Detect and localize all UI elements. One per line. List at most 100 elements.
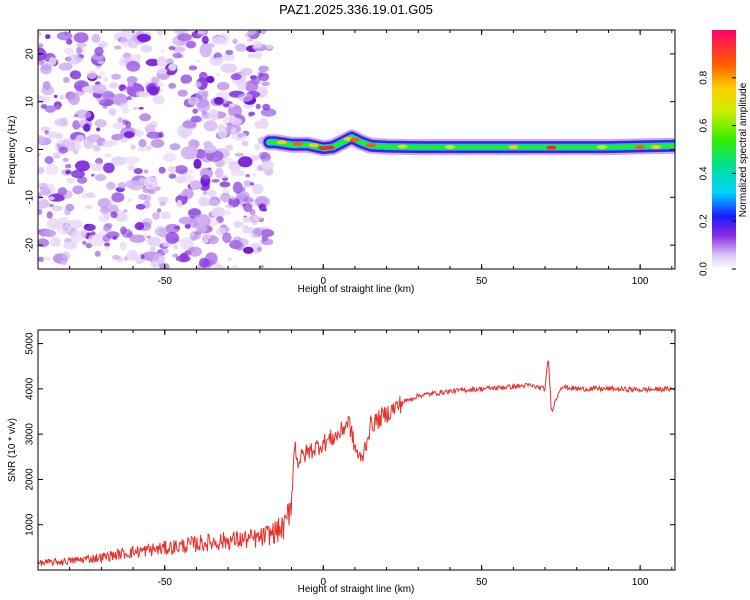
noise-blob xyxy=(138,138,147,148)
noise-blob xyxy=(48,203,54,208)
noise-blob xyxy=(146,235,151,239)
noise-blob xyxy=(240,187,246,192)
noise-blob xyxy=(156,56,168,68)
noise-blob xyxy=(102,234,111,243)
signal-hotspot xyxy=(508,145,519,150)
noise-blob xyxy=(70,230,83,243)
noise-blob xyxy=(38,135,46,145)
noise-blob xyxy=(65,170,71,174)
noise-blob xyxy=(249,182,255,186)
noise-blob xyxy=(154,226,167,237)
noise-blob xyxy=(174,225,181,230)
noise-blob xyxy=(44,257,52,261)
noise-blob xyxy=(139,113,152,122)
noise-blob xyxy=(252,173,257,177)
spectrogram-y-tick-label: 20 xyxy=(25,48,36,60)
signal-hotspot xyxy=(292,141,303,146)
colorbar-gradient xyxy=(712,30,736,269)
noise-blob xyxy=(123,209,128,213)
noise-blob xyxy=(188,139,200,149)
noise-blob xyxy=(77,176,88,184)
noise-blob xyxy=(212,209,221,214)
noise-blob xyxy=(238,156,253,168)
noise-blob xyxy=(96,127,101,132)
noise-blob xyxy=(184,223,191,229)
noise-blob xyxy=(245,227,255,234)
noise-blob xyxy=(163,152,177,163)
noise-blob xyxy=(240,67,253,76)
noise-blob xyxy=(52,222,69,230)
noise-blob xyxy=(95,174,107,182)
noise-blob xyxy=(205,75,215,84)
noise-blob xyxy=(266,44,273,50)
noise-blob xyxy=(225,49,234,56)
noise-blob xyxy=(260,152,271,163)
noise-blob xyxy=(136,33,151,43)
noise-blob xyxy=(46,131,60,139)
noise-blob xyxy=(92,144,101,152)
noise-blob xyxy=(190,115,202,123)
noise-blob xyxy=(147,189,155,195)
noise-blob xyxy=(68,93,80,106)
noise-blob xyxy=(40,64,52,75)
noise-blob xyxy=(76,134,85,141)
signal-hotspot xyxy=(651,145,661,150)
noise-blob xyxy=(84,223,90,228)
noise-blob xyxy=(126,76,138,84)
noise-blob xyxy=(111,192,125,203)
noise-blob xyxy=(188,246,202,257)
noise-blob xyxy=(57,187,68,196)
noise-blob xyxy=(126,96,132,101)
noise-blob xyxy=(138,91,151,98)
noise-blob xyxy=(228,104,242,118)
noise-blob xyxy=(102,77,109,82)
noise-blob xyxy=(248,113,254,117)
noise-blob xyxy=(168,165,176,173)
noise-blob xyxy=(62,157,69,162)
noise-blob xyxy=(258,203,267,212)
noise-blob xyxy=(138,193,148,201)
noise-blob xyxy=(231,264,239,269)
noise-blob xyxy=(145,58,160,67)
noise-blob xyxy=(113,99,118,104)
noise-blob xyxy=(49,237,61,248)
noise-blob xyxy=(38,182,42,189)
noise-blob xyxy=(64,208,71,216)
noise-blob xyxy=(123,131,135,138)
noise-blob xyxy=(203,144,217,154)
noise-blob xyxy=(219,181,231,188)
noise-blob xyxy=(253,143,261,151)
noise-blob xyxy=(262,103,271,111)
colorbar-label: Normalized spectral amplitude xyxy=(738,82,749,217)
colorbar-tick-label: 0.2 xyxy=(699,214,710,228)
noise-blob xyxy=(119,241,127,251)
noise-blob xyxy=(249,233,258,239)
noise-blob xyxy=(173,244,179,250)
noise-blob xyxy=(102,90,115,101)
noise-blob xyxy=(102,105,108,109)
noise-blob xyxy=(168,82,177,89)
noise-blob xyxy=(225,144,234,151)
noise-blob xyxy=(109,82,119,89)
noise-blob xyxy=(138,107,144,110)
noise-blob xyxy=(137,146,146,152)
noise-blob xyxy=(168,173,177,179)
noise-blob xyxy=(250,75,257,80)
noise-blob xyxy=(73,32,89,43)
noise-blob xyxy=(230,168,245,177)
noise-blob xyxy=(202,238,209,244)
noise-blob xyxy=(255,196,269,206)
noise-blob xyxy=(230,73,242,81)
noise-blob xyxy=(261,238,274,246)
noise-blob xyxy=(130,144,136,150)
noise-blob xyxy=(258,72,270,82)
noise-blob xyxy=(65,164,72,169)
noise-blob xyxy=(189,232,195,238)
noise-blob xyxy=(135,203,146,210)
noise-blob xyxy=(157,196,169,204)
noise-blob xyxy=(228,115,236,122)
noise-blob xyxy=(213,97,224,105)
noise-blob xyxy=(38,31,42,37)
noise-blob xyxy=(215,227,227,236)
noise-blob xyxy=(230,195,237,200)
